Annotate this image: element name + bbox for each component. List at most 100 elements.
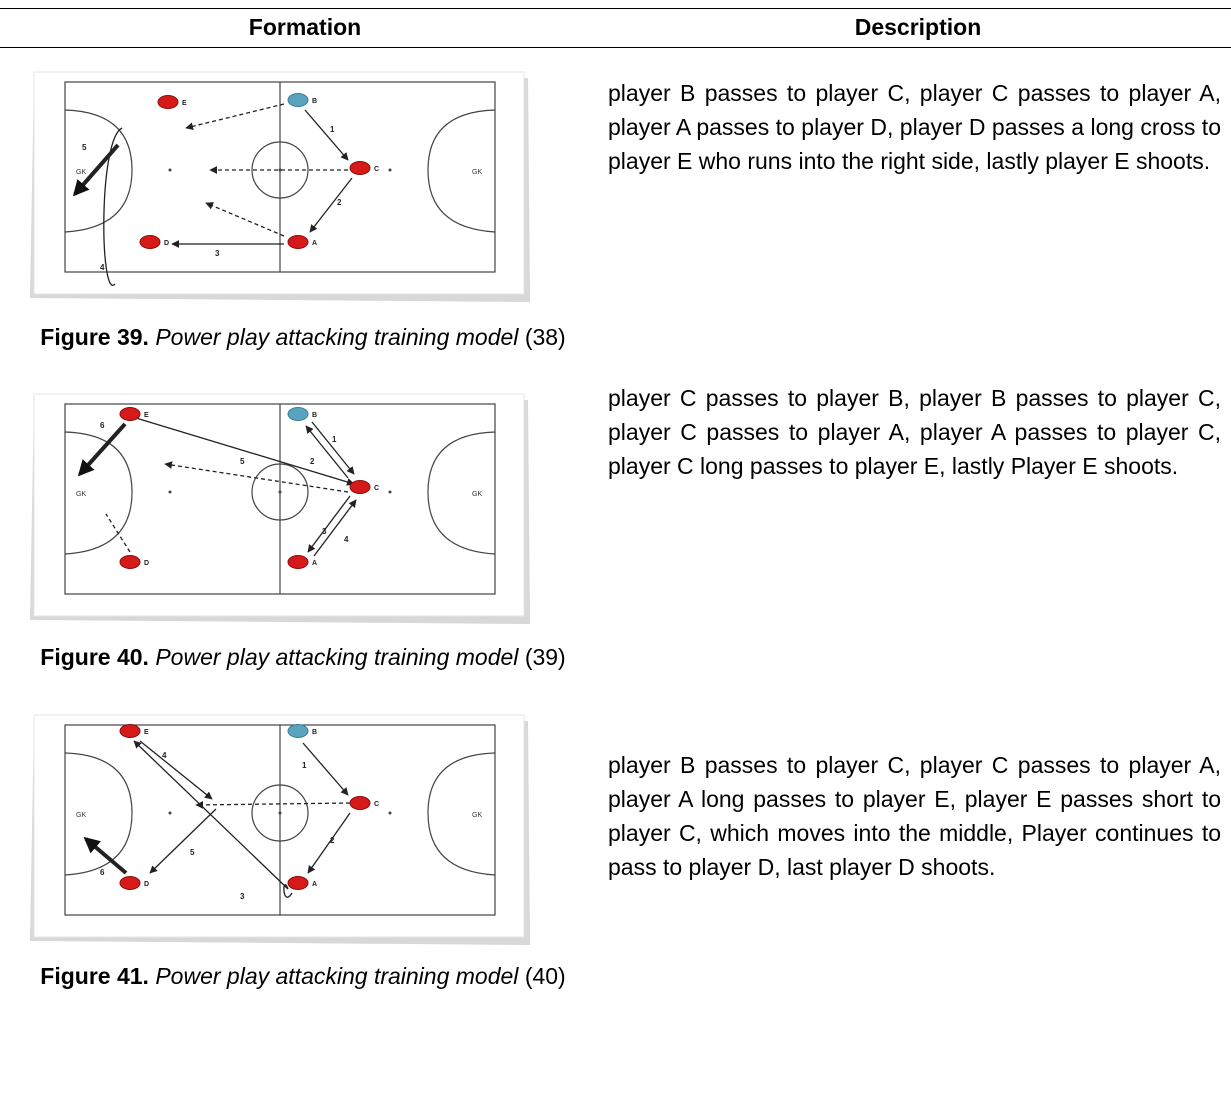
- pass-arrow: [302, 742, 349, 796]
- penalty-spot: [168, 811, 172, 815]
- goalkeeper-label: GK: [472, 169, 482, 176]
- pass-arrow: [195, 801, 351, 809]
- figure-ref: (39): [524, 644, 566, 670]
- goalkeeper-label: GK: [472, 491, 482, 498]
- player-label: D: [144, 881, 149, 888]
- step-number: 2: [310, 457, 315, 466]
- pass-arrow: [164, 461, 349, 493]
- pass-arrow: [185, 103, 285, 131]
- player-marker: [349, 796, 371, 810]
- penalty-spot: [168, 490, 172, 494]
- penalty-spot: [388, 811, 392, 815]
- step-number: 1: [332, 435, 337, 444]
- player-marker: [119, 407, 141, 421]
- player-label: A: [312, 560, 317, 567]
- court-surface: [33, 71, 525, 295]
- player-marker: [119, 555, 141, 569]
- court-surface: [33, 714, 525, 938]
- player-label: B: [312, 98, 317, 105]
- player-label: D: [144, 560, 149, 567]
- step-number: 4: [344, 535, 349, 544]
- player-label: A: [312, 240, 317, 247]
- player-label: D: [164, 240, 169, 247]
- pass-arrow: [133, 740, 293, 898]
- player-marker: [287, 235, 309, 249]
- player-marker: [287, 93, 309, 107]
- figure-title: Power play attacking training model: [155, 963, 519, 989]
- pass-arrow: [149, 808, 217, 874]
- pass-arrow: [313, 499, 357, 557]
- pass-arrow: [83, 836, 128, 875]
- step-number: 1: [302, 761, 307, 770]
- figure-title: Power play attacking training model: [155, 324, 519, 350]
- goal-area: [427, 109, 496, 233]
- step-number: 4: [162, 751, 167, 760]
- center-circle: [251, 463, 309, 521]
- goalkeeper-label: GK: [76, 812, 86, 819]
- step-number: 6: [100, 421, 105, 430]
- player-marker: [349, 480, 371, 494]
- goal-area: [64, 109, 133, 233]
- header-rule: [0, 47, 1231, 48]
- center-circle: [251, 141, 309, 199]
- player-label: E: [144, 729, 149, 736]
- top-rule: [0, 8, 1231, 9]
- player-marker: [287, 407, 309, 421]
- pass-arrow: [103, 127, 123, 286]
- player-label: A: [312, 881, 317, 888]
- court-surface: [33, 393, 525, 617]
- penalty-spot: [168, 168, 172, 172]
- figure-caption: Figure 39. Power play attacking training…: [28, 323, 578, 352]
- pass-arrow: [135, 417, 355, 486]
- goal-area: [427, 431, 496, 555]
- pass-arrow: [77, 422, 127, 477]
- step-number: 4: [100, 263, 105, 272]
- penalty-spot: [388, 168, 392, 172]
- goalkeeper-label: GK: [76, 169, 86, 176]
- player-marker: [119, 724, 141, 738]
- pass-arrow: [311, 421, 355, 475]
- player-label: C: [374, 166, 379, 173]
- goal-area: [427, 752, 496, 876]
- description: player B passes to player C, player C pa…: [608, 752, 1221, 880]
- player-marker: [139, 235, 161, 249]
- center-spot: [278, 168, 282, 172]
- step-number: 1: [330, 125, 335, 134]
- goalkeeper-label: GK: [76, 491, 86, 498]
- step-number: 3: [322, 527, 327, 536]
- step-number: 5: [190, 848, 195, 857]
- description: player C passes to player B, player B pa…: [608, 385, 1221, 479]
- player-label: B: [312, 729, 317, 736]
- player-marker: [287, 876, 309, 890]
- step-number: 2: [337, 198, 342, 207]
- header-cell: Formation: [248, 14, 362, 40]
- figure-label: Figure 40.: [40, 644, 149, 670]
- step-number: 2: [330, 836, 335, 845]
- goal-area: [64, 431, 133, 555]
- center-spot: [278, 490, 282, 494]
- court-diagram: GK GK E B C A D 1 2 3 4 5: [30, 71, 530, 302]
- center-spot: [278, 811, 282, 815]
- pass-arrow: [305, 425, 349, 479]
- court-diagram: GK GK E B C A D 1 2 3 4 5 6: [30, 393, 530, 624]
- pass-arrow: [307, 812, 351, 874]
- figure-caption: Figure 40. Power play attacking training…: [28, 643, 578, 672]
- header-cell: Description: [854, 14, 982, 40]
- pass-arrow: [309, 177, 353, 233]
- figure-ref: (38): [524, 324, 566, 350]
- pass-arrow: [205, 202, 285, 237]
- player-marker: [349, 161, 371, 175]
- pass-arrow: [105, 513, 131, 553]
- goalkeeper-label: GK: [472, 812, 482, 819]
- player-marker: [119, 876, 141, 890]
- figure-ref: (40): [524, 963, 566, 989]
- goal-area: [64, 752, 133, 876]
- step-number: 6: [100, 868, 105, 877]
- player-label: C: [374, 485, 379, 492]
- pass-arrow: [307, 495, 351, 553]
- step-number: 5: [82, 143, 87, 152]
- player-label: B: [312, 412, 317, 419]
- player-label: E: [182, 100, 187, 107]
- figure-caption: Figure 41. Power play attacking training…: [28, 962, 578, 991]
